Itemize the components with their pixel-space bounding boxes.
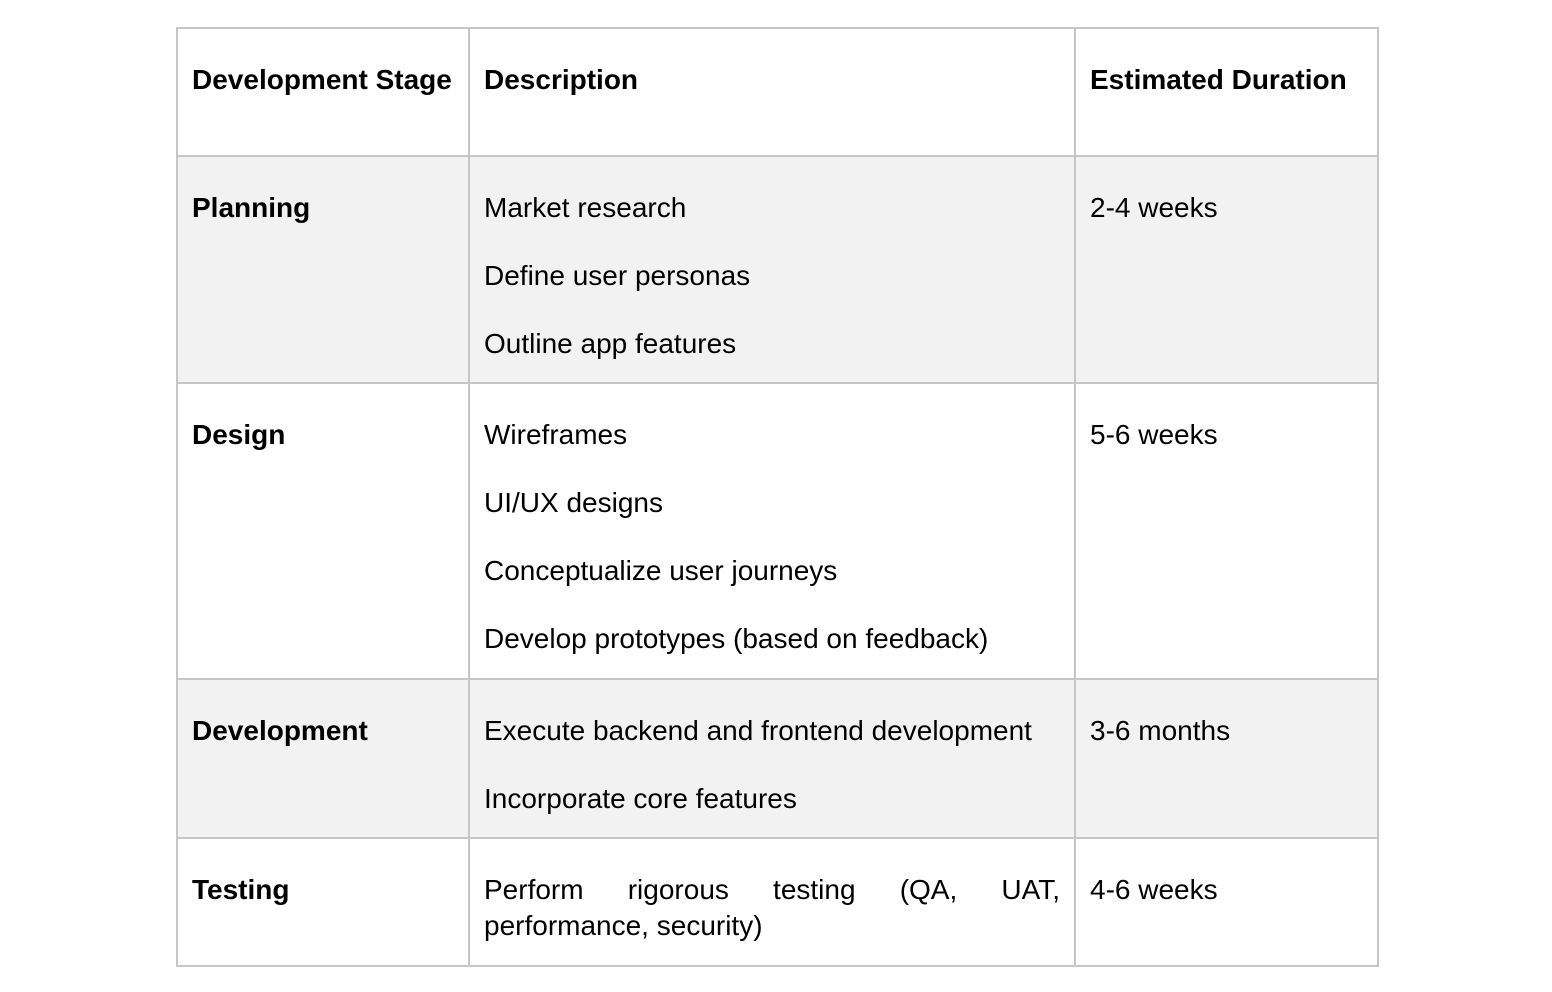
description-item: Define user personas <box>484 260 751 291</box>
stage-cell: Development <box>176 678 470 839</box>
duration-cell: 2-4 weeks <box>1074 155 1379 384</box>
header-estimated-duration: Estimated Duration <box>1074 27 1379 157</box>
description-item: Wireframes <box>484 419 628 450</box>
description-cell: Market research Define user personas Out… <box>468 155 1076 384</box>
table-row: Planning Market research Define user per… <box>176 155 1379 384</box>
description-item: Perform rigorous testing (QA, UAT, perfo… <box>484 874 1060 941</box>
stage-cell: Design <box>176 382 470 680</box>
header-description: Description <box>468 27 1076 157</box>
duration-cell: 4-6 weeks <box>1074 837 1379 967</box>
description-item: Outline app features <box>484 328 737 359</box>
header-development-stage: Development Stage <box>176 27 470 157</box>
table-row: Testing Perform rigorous testing (QA, UA… <box>176 837 1379 967</box>
stage-cell: Testing <box>176 837 470 967</box>
description-item: Market research <box>484 192 687 223</box>
table-row: Development Execute backend and frontend… <box>176 678 1379 839</box>
duration-cell: 3-6 months <box>1074 678 1379 839</box>
description-item: UI/UX designs <box>484 487 663 518</box>
description-item: Incorporate core features <box>484 783 797 814</box>
stage-cell: Planning <box>176 155 470 384</box>
description-cell: Perform rigorous testing (QA, UAT, perfo… <box>468 837 1076 967</box>
table-header-row: Development Stage Description Estimated … <box>176 27 1379 157</box>
development-stages-table: Development Stage Description Estimated … <box>176 27 1379 967</box>
duration-cell: 5-6 weeks <box>1074 382 1379 680</box>
description-item: Execute backend and frontend development <box>484 715 1032 746</box>
description-cell: Execute backend and frontend development… <box>468 678 1076 839</box>
table-row: Design Wireframes UI/UX designs Conceptu… <box>176 382 1379 680</box>
description-item: Develop prototypes (based on feedback) <box>484 623 989 654</box>
description-item: Conceptualize user journeys <box>484 555 838 586</box>
description-cell: Wireframes UI/UX designs Conceptualize u… <box>468 382 1076 680</box>
